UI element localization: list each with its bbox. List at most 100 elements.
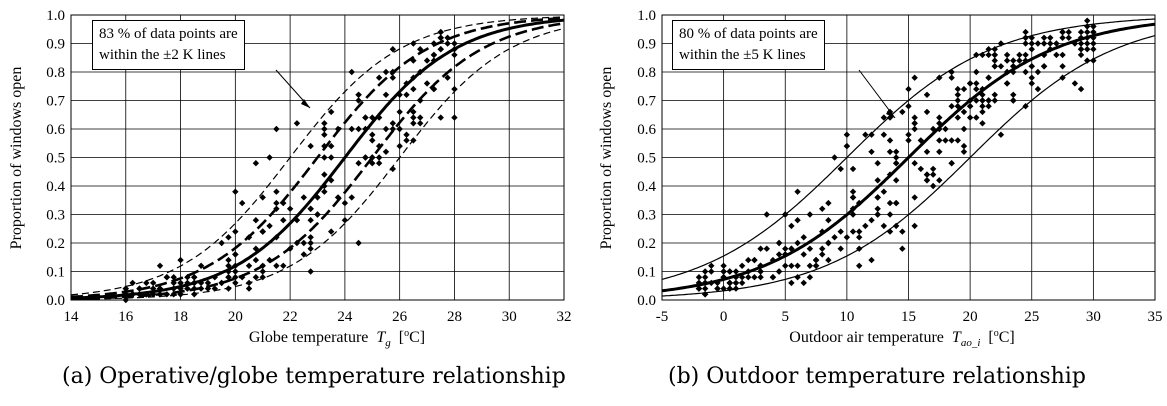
data-point	[430, 51, 438, 59]
data-point	[763, 211, 770, 218]
data-point	[886, 148, 894, 155]
data-point	[806, 262, 814, 269]
data-point	[1022, 51, 1029, 59]
data-point	[849, 188, 857, 195]
data-point	[923, 91, 931, 98]
data-point	[1022, 28, 1029, 36]
data-point	[238, 199, 246, 207]
data-point	[880, 222, 888, 230]
data-point	[991, 51, 998, 59]
data-point	[321, 120, 328, 127]
data-point	[423, 57, 431, 64]
x-tick-label: 16	[118, 309, 134, 325]
data-point	[143, 279, 150, 287]
annotation-box: 83 % of data points are within the ±2 K …	[92, 20, 245, 70]
data-point	[403, 131, 410, 138]
data-point	[225, 274, 232, 281]
data-point	[960, 108, 968, 116]
y-tick-label: 0.6	[637, 122, 656, 138]
data-point	[307, 217, 314, 224]
data-point	[191, 274, 198, 281]
data-point	[232, 251, 239, 258]
x-axis-label: Globe temperature Tg [oC]	[249, 328, 425, 349]
data-point	[954, 85, 961, 93]
data-point	[892, 199, 900, 207]
data-point	[812, 256, 820, 264]
data-point	[1077, 51, 1085, 59]
data-point	[1003, 80, 1011, 87]
y-tick-label: 0.4	[637, 179, 656, 195]
data-point	[369, 137, 376, 144]
data-point	[782, 245, 789, 252]
data-point	[389, 165, 397, 173]
data-point	[355, 125, 362, 133]
data-point	[252, 256, 260, 264]
data-point	[701, 285, 709, 292]
data-point	[451, 40, 458, 47]
data-point	[911, 114, 918, 121]
data-point	[726, 279, 733, 287]
y-tick-label: 0.5	[637, 151, 656, 167]
data-point	[1059, 34, 1066, 41]
band-curve	[661, 18, 1156, 280]
data-point	[293, 120, 301, 127]
data-point	[444, 74, 451, 81]
y-tick-label: 0.4	[46, 179, 65, 195]
x-tick-label: 5	[782, 309, 790, 325]
x-axis-symbol: T	[376, 329, 386, 346]
data-point	[1010, 91, 1017, 98]
data-point	[232, 188, 239, 195]
x-tick-label: 14	[64, 309, 80, 325]
data-point	[307, 268, 314, 275]
fitted-curve	[661, 22, 1156, 293]
data-point	[314, 211, 321, 218]
data-point	[905, 85, 912, 93]
data-point	[806, 245, 814, 252]
x-tick-label: 18	[173, 309, 188, 325]
y-tick-label: 0.5	[46, 151, 65, 167]
data-point	[1003, 57, 1011, 64]
data-point	[382, 91, 390, 98]
data-point	[327, 108, 335, 116]
x-tick-label: 26	[392, 309, 408, 325]
data-point	[880, 188, 888, 195]
data-point	[1053, 51, 1060, 59]
data-point	[979, 97, 986, 104]
x-axis-symbol: T	[952, 329, 962, 346]
y-tick-label: 0.3	[637, 208, 656, 224]
data-point	[327, 154, 335, 161]
data-point	[369, 131, 376, 138]
data-point	[936, 148, 943, 155]
data-point	[726, 268, 733, 275]
data-point	[923, 171, 931, 178]
data-point	[1090, 40, 1097, 47]
data-point	[806, 274, 814, 281]
data-point	[831, 234, 838, 241]
data-point	[991, 91, 998, 98]
data-point	[892, 154, 900, 161]
data-point	[837, 165, 844, 173]
data-point	[1059, 28, 1066, 36]
data-point	[341, 217, 349, 224]
data-point	[960, 125, 968, 133]
data-point	[917, 165, 925, 173]
data-point	[923, 108, 931, 116]
data-point	[1028, 40, 1035, 47]
data-point	[1034, 85, 1042, 93]
data-point	[985, 46, 992, 53]
data-point	[849, 228, 857, 235]
data-point	[321, 154, 328, 161]
data-point	[929, 125, 937, 133]
data-point	[389, 46, 397, 53]
data-point	[960, 148, 968, 155]
y-tick-label: 0.9	[46, 37, 65, 53]
data-point	[997, 63, 1005, 70]
data-point	[985, 103, 992, 110]
data-point	[708, 268, 715, 275]
data-point	[800, 279, 807, 287]
y-tick-label: 0.2	[46, 236, 65, 252]
plot-frame	[661, 14, 1156, 301]
data-point	[1010, 97, 1017, 104]
data-point	[979, 108, 986, 116]
data-point	[819, 251, 826, 258]
